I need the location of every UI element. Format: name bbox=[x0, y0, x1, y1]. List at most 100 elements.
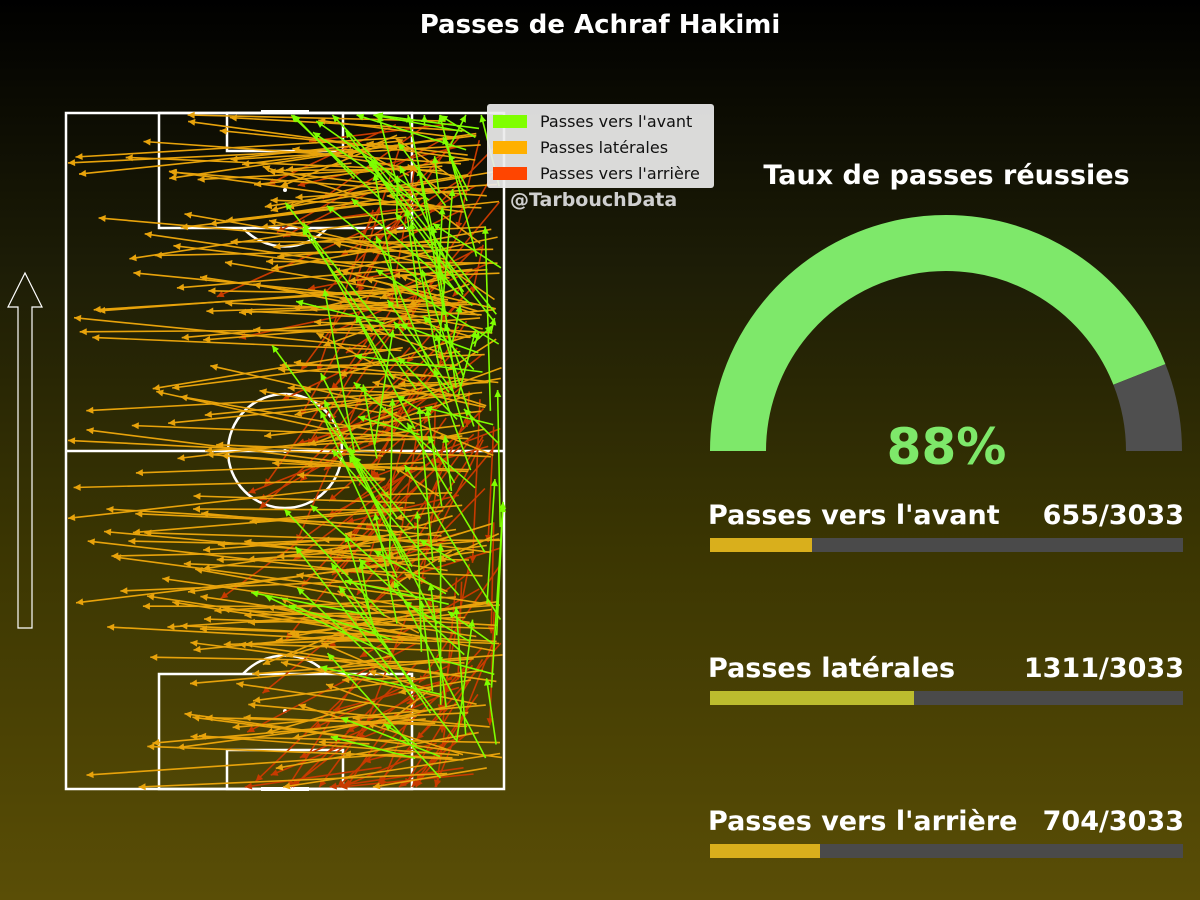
pass-arrow-forward bbox=[264, 594, 394, 657]
pass-arrowhead-forward bbox=[353, 382, 362, 390]
pass-arrow-lateral bbox=[337, 637, 500, 645]
pass-arrowhead-lateral bbox=[193, 505, 200, 513]
pass-arrowhead-forward bbox=[265, 595, 273, 602]
chart-title: Passes de Achraf Hakimi bbox=[419, 10, 781, 40]
pass-arrow-lateral bbox=[325, 515, 453, 555]
stat-label-backward: Passes vers l'arrière bbox=[708, 806, 1018, 837]
legend-item-lateral: Passes latérales bbox=[493, 134, 708, 160]
pass-arrow-forward bbox=[437, 188, 454, 353]
pass-arrowhead-backward bbox=[434, 779, 441, 787]
pass-arrowhead-lateral bbox=[86, 427, 94, 435]
pass-arrowhead-lateral bbox=[221, 452, 229, 460]
pass-arrowhead-forward bbox=[398, 357, 406, 365]
pass-arrow-forward bbox=[426, 408, 443, 507]
pass-arrowhead-forward bbox=[320, 373, 327, 381]
pass-arrowhead-lateral bbox=[68, 437, 76, 445]
pass-arrowhead-forward bbox=[437, 543, 445, 551]
pass-arrow-forward bbox=[331, 114, 425, 212]
pass-arrow-lateral bbox=[167, 604, 500, 628]
pass-arrowhead-backward bbox=[299, 751, 308, 758]
pass-arrow-forward bbox=[295, 300, 385, 325]
pass-arrow-lateral bbox=[352, 712, 469, 720]
pass-arrowhead-forward bbox=[355, 315, 363, 324]
pass-arrowhead-backward bbox=[385, 425, 393, 434]
pass-arrowhead-lateral bbox=[216, 556, 224, 564]
pass-arrowhead-lateral bbox=[262, 658, 271, 665]
pass-arrowhead-lateral bbox=[323, 340, 332, 347]
legend-item-backward: Passes vers l'arrière bbox=[493, 160, 708, 186]
pass-arrowhead-forward bbox=[442, 435, 450, 443]
pass-arrow-backward bbox=[418, 564, 501, 684]
pass-arrowhead-lateral bbox=[245, 308, 253, 316]
pass-arrowhead-backward bbox=[270, 769, 279, 776]
pass-arrowhead-forward bbox=[291, 115, 299, 123]
pass-arrowhead-forward bbox=[479, 115, 487, 123]
pass-arrow-lateral bbox=[129, 216, 402, 260]
pass-arrow-forward bbox=[353, 456, 416, 529]
stat-bar-forward bbox=[710, 538, 1183, 552]
pass-arrowhead-lateral bbox=[147, 743, 155, 751]
pass-arrowhead-forward bbox=[375, 269, 384, 277]
pass-arrowhead-lateral bbox=[232, 723, 240, 731]
pass-arrow-forward bbox=[418, 168, 446, 316]
pass-arrow-lateral bbox=[173, 244, 359, 269]
pass-arrowhead-lateral bbox=[142, 602, 150, 610]
pass-arrow-forward bbox=[303, 222, 394, 380]
pass-arrowhead-lateral bbox=[270, 205, 279, 213]
pass-arrowhead-forward bbox=[320, 665, 328, 672]
pass-arrowhead-lateral bbox=[368, 669, 377, 677]
pass-arrowhead-lateral bbox=[210, 363, 218, 371]
pass-arrowhead-forward bbox=[395, 213, 403, 221]
pass-arrow-forward bbox=[410, 222, 440, 365]
pass-arrowhead-lateral bbox=[152, 384, 161, 391]
pass-arrow-forward bbox=[348, 447, 438, 625]
pass-arrowhead-forward bbox=[424, 408, 432, 417]
pass-arrow-forward bbox=[455, 619, 474, 743]
pass-arrow-lateral bbox=[144, 233, 450, 279]
pass-arrowhead-lateral bbox=[318, 738, 326, 746]
legend-label-lateral: Passes latérales bbox=[540, 137, 669, 157]
pass-arrowhead-lateral bbox=[303, 386, 311, 394]
pass-arrow-lateral bbox=[172, 350, 461, 389]
pass-arrow-forward bbox=[319, 372, 361, 451]
watermark: @TarbouchData bbox=[510, 189, 678, 211]
pass-arrowhead-forward bbox=[388, 398, 396, 406]
success-rate-gauge bbox=[710, 215, 1182, 452]
pass-arrowhead-forward bbox=[490, 479, 498, 487]
pass-arrowhead-lateral bbox=[297, 471, 305, 479]
pass-arrowhead-lateral bbox=[177, 454, 185, 462]
pass-arrowhead-lateral bbox=[283, 782, 291, 790]
gauge-success-arc bbox=[710, 215, 1166, 452]
pass-arrow-forward bbox=[373, 114, 463, 133]
pass-arrow-lateral bbox=[195, 568, 442, 614]
legend-item-forward: Passes vers l'avant bbox=[493, 108, 708, 134]
pass-arrow-lateral bbox=[275, 731, 479, 770]
pass-arrowhead-lateral bbox=[152, 739, 160, 746]
pass-arrow-backward bbox=[456, 140, 481, 230]
pass-arrow-forward bbox=[283, 508, 386, 617]
pass-arrow-lateral bbox=[245, 643, 460, 652]
pass-arrowhead-backward bbox=[341, 781, 350, 788]
pass-arrowhead-lateral bbox=[253, 696, 261, 704]
pass-arrow-lateral bbox=[169, 132, 477, 180]
pass-arrow-lateral bbox=[205, 716, 436, 725]
pass-arrowhead-forward bbox=[432, 223, 441, 231]
pass-arrowhead-lateral bbox=[87, 538, 95, 546]
pass-arrowhead-lateral bbox=[280, 180, 289, 187]
pass-arrow-lateral bbox=[252, 654, 503, 675]
stat-count-forward: 655/3033 bbox=[1042, 500, 1184, 531]
pass-arrowhead-lateral bbox=[295, 193, 303, 201]
pass-arrowhead-lateral bbox=[104, 528, 112, 536]
pass-arrow-forward bbox=[323, 289, 356, 453]
pass-arrowhead-lateral bbox=[262, 165, 271, 172]
pass-arrow-lateral bbox=[372, 767, 487, 788]
pass-arrowhead-forward bbox=[427, 583, 435, 591]
pass-arrowhead-lateral bbox=[267, 604, 275, 612]
pass-arrow-forward bbox=[312, 131, 416, 203]
pass-arrow-forward bbox=[403, 601, 470, 642]
pass-arrowhead-forward bbox=[489, 318, 497, 326]
pass-arrowhead-lateral bbox=[273, 242, 281, 250]
pass-arrowhead-lateral bbox=[252, 669, 260, 677]
pass-arrowhead-backward bbox=[463, 419, 471, 427]
center-circle bbox=[226, 392, 344, 510]
